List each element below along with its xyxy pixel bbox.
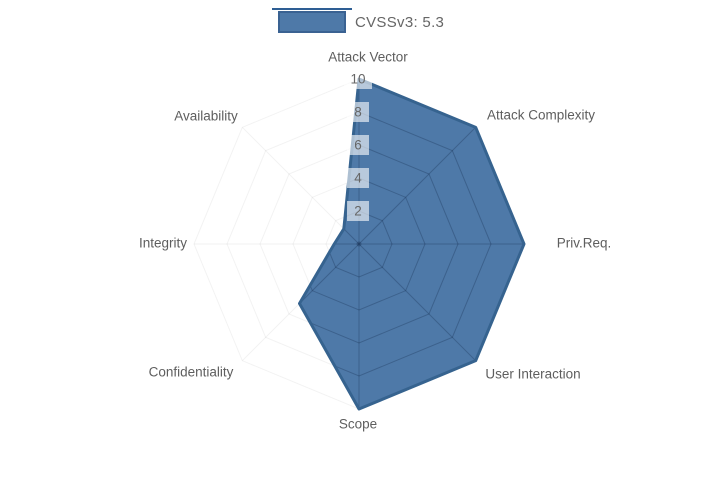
tick-box: [347, 168, 369, 188]
legend-line: [272, 8, 352, 10]
axis-label-priv-req-: Priv.Req.: [557, 236, 612, 251]
legend-label: CVSSv3: 5.3: [355, 14, 445, 31]
axis-label-availability: Availability: [174, 109, 238, 124]
grid-spoke: [358, 243, 477, 362]
axis-label-confidentiality: Confidentiality: [149, 365, 234, 380]
axis-label-scope: Scope: [339, 417, 377, 432]
tick-box: [347, 102, 369, 122]
data-polygon-fill: [299, 79, 524, 409]
grid-spoke: [241, 126, 360, 245]
tick-label: 8: [354, 105, 362, 120]
axis-label-integrity: Integrity: [139, 236, 187, 251]
legend-swatch: [278, 11, 346, 33]
axis-label-user-interaction: User Interaction: [485, 367, 580, 382]
tick-label: 10: [350, 72, 365, 87]
axis-label-attack-complexity: Attack Complexity: [487, 108, 595, 123]
data-polygon-outline: [297, 77, 526, 411]
grid-spoke: [358, 126, 477, 245]
grid-ring: [299, 111, 492, 377]
tick-box: [347, 201, 369, 221]
tick-box: [347, 135, 369, 155]
tick-label: 4: [354, 171, 362, 186]
tick-label: 2: [354, 204, 362, 219]
tick-label: 6: [354, 138, 362, 153]
axis-label-attack-vector: Attack Vector: [328, 50, 408, 65]
grid-ring: [299, 144, 459, 344]
tick-box: [344, 69, 372, 89]
center-dot: [356, 241, 362, 247]
